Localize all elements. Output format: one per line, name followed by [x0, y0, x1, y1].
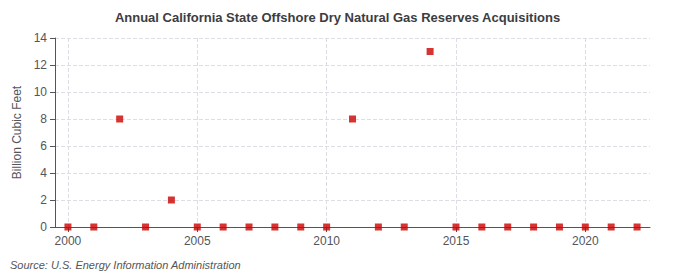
svg-text:Annual California State Offsho: Annual California State Offshore Dry Nat…	[115, 10, 560, 25]
svg-text:2: 2	[40, 193, 47, 207]
svg-text:10: 10	[34, 85, 48, 99]
svg-text:8: 8	[40, 112, 47, 126]
svg-text:2010: 2010	[313, 234, 340, 248]
svg-text:14: 14	[34, 31, 48, 45]
svg-text:6: 6	[40, 139, 47, 153]
svg-text:2020: 2020	[572, 234, 599, 248]
svg-text:4: 4	[40, 166, 47, 180]
svg-text:0: 0	[40, 220, 47, 234]
svg-text:Source: U.S. Energy Informatio: Source: U.S. Energy Information Administ…	[10, 259, 241, 271]
svg-text:12: 12	[34, 58, 48, 72]
svg-text:2015: 2015	[443, 234, 470, 248]
svg-text:Billion Cubic Feet: Billion Cubic Feet	[10, 85, 24, 179]
svg-text:2000: 2000	[55, 234, 82, 248]
svg-text:2005: 2005	[184, 234, 211, 248]
